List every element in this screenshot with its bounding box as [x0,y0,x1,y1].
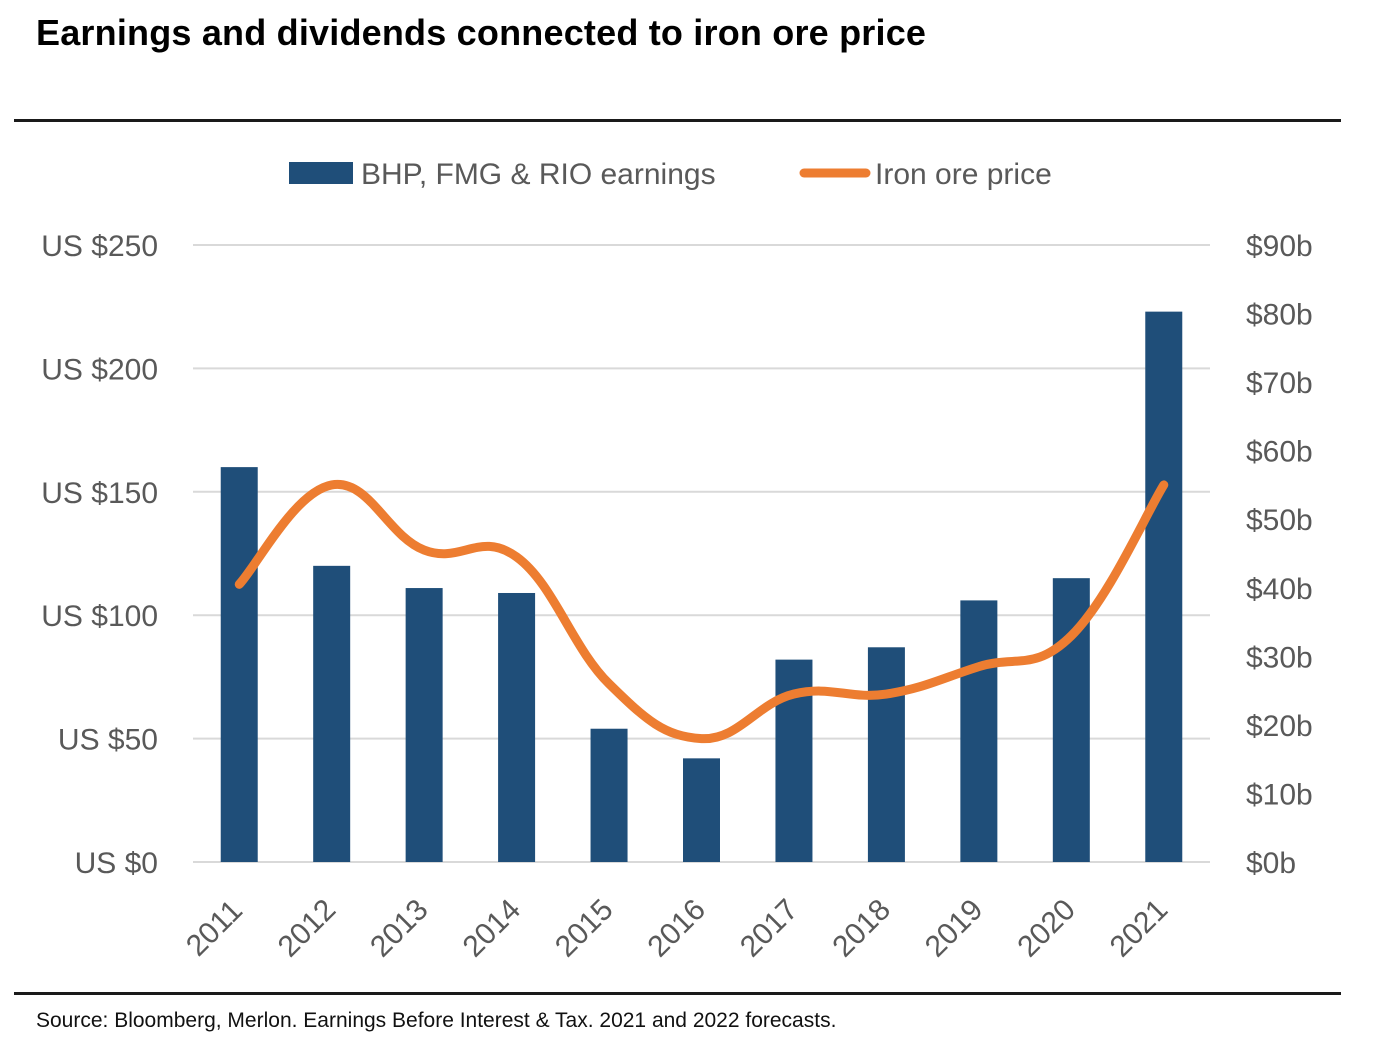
right-tick-label: $60b [1246,436,1313,469]
right-tick-label: $50b [1246,504,1313,537]
x-tick-label: 2011 [180,894,249,963]
right-axis: $0b $10b $20b $30b $40b $50b $60b $70b $80b $90b [1246,230,1313,880]
x-tick-label: 2017 [734,893,805,964]
x-tick-label: 2014 [457,893,528,964]
legend-line-label: Iron ore price [875,158,1052,191]
bottom-divider [14,992,1341,995]
bar-series [220,311,1183,862]
left-tick-label: US $150 [41,477,158,510]
bar [1145,311,1183,862]
right-tick-label: $0b [1246,847,1296,880]
bar [590,728,628,862]
x-tick-label: 2015 [549,893,620,964]
x-tick-label: 2019 [919,893,990,964]
left-tick-label: US $200 [41,353,158,386]
right-tick-label: $30b [1246,641,1313,674]
x-tick-label: 2021 [1104,893,1175,964]
x-tick-label: 2020 [1011,893,1082,964]
right-tick-label: $90b [1246,230,1313,263]
bar [683,758,720,862]
x-tick-label: 2012 [272,893,343,964]
left-tick-label: US $250 [41,230,158,263]
bar [960,600,998,862]
right-tick-label: $70b [1246,367,1313,400]
left-axis: US $0 US $50 US $100 US $150 US $200 US $250 [41,230,158,880]
bar [867,647,905,862]
left-tick-label: US $0 [75,847,158,880]
iron-ore-line [234,480,1169,744]
legend: BHP, FMG & RIO earnings Iron ore price [289,158,1052,191]
x-tick-label: 2018 [826,893,897,964]
legend-bar-label: BHP, FMG & RIO earnings [361,158,716,191]
x-tick-label: 2013 [364,893,435,964]
right-tick-label: $80b [1246,299,1313,332]
x-axis: 2011 2012 2013 2014 2015 2016 2017 2018 2019 2020… [180,893,1174,964]
left-tick-label: US $50 [58,724,158,757]
x-tick-label: 2016 [642,893,713,964]
chart-title: Earnings and dividends connected to iron… [36,12,927,53]
bar [313,565,351,862]
legend-bar-swatch [289,162,353,184]
source-note: Source: Bloomberg, Merlon. Earnings Befo… [36,1009,837,1032]
right-tick-label: $20b [1246,710,1313,743]
left-tick-label: US $100 [41,600,158,633]
bar [405,588,443,862]
top-divider [14,119,1341,122]
bar [498,592,536,862]
right-tick-label: $40b [1246,573,1313,606]
right-tick-label: $10b [1246,778,1313,811]
bar [220,467,258,862]
